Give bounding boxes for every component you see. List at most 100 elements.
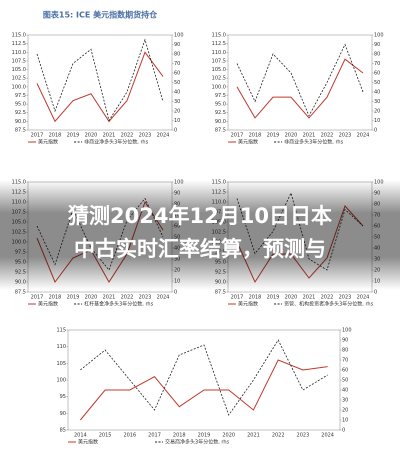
plot-frame — [27, 34, 173, 131]
x-tick-label: 2021 — [247, 433, 260, 439]
x-tick-label: 2016 — [123, 433, 136, 439]
y-tick-label: 110.0 — [12, 50, 26, 56]
y-tick-label: 112.5 — [12, 41, 26, 47]
y2-tick-label: 0 — [174, 290, 177, 296]
y2-tick-label: 80 — [342, 348, 348, 354]
x-tick-label: 2023 — [339, 295, 352, 301]
x-tick-label: 2019 — [267, 295, 280, 301]
series-line — [80, 339, 328, 416]
y2-tick-label: 90 — [374, 42, 380, 48]
x-tick-label: 2018 — [249, 295, 262, 301]
y-tick-label: 115.0 — [212, 33, 226, 39]
y-tick-label: 92.5 — [15, 110, 26, 116]
legend-label: 杠杆基金净多头3年分位数, rhs — [84, 301, 153, 308]
x-tick-label: 2022 — [121, 133, 134, 139]
x-tick-label: 2023 — [339, 133, 352, 139]
x-tick-label: 2015 — [99, 433, 112, 439]
y2-tick-label: 0 — [342, 428, 345, 434]
y2-tick-label: 100 — [342, 328, 352, 334]
x-tick-label: 2024 — [157, 133, 170, 139]
y-tick-label: 90.0 — [15, 119, 26, 125]
legend-label: 非商业净多头3年分位数, rhs — [84, 139, 148, 146]
y2-tick-label: 50 — [174, 80, 180, 86]
y2-tick-label: 20 — [342, 408, 348, 414]
y-tick-label: 102.5 — [212, 76, 226, 82]
legend-label: 美元指数 — [38, 301, 58, 308]
y-tick-label: 105 — [56, 361, 66, 367]
y2-tick-label: 40 — [174, 90, 180, 96]
y-tick-label: 95 — [60, 394, 66, 400]
x-tick-label: 2019 — [267, 133, 280, 139]
y2-tick-label: 80 — [174, 52, 180, 58]
x-tick-label: 2017 — [31, 133, 44, 139]
y2-tick-label: 60 — [174, 71, 180, 77]
y2-tick-label: 50 — [374, 80, 380, 86]
y-tick-label: 105.0 — [12, 67, 26, 73]
x-tick-label: 2018 — [249, 133, 262, 139]
y-tick-label: 87.5 — [15, 290, 26, 296]
x-tick-label: 2021 — [103, 295, 116, 301]
legend-label: 美元指数 — [238, 139, 258, 146]
x-tick-label: 2022 — [321, 295, 334, 301]
x-tick-label: 2023 — [139, 295, 152, 301]
x-tick-label: 2021 — [303, 133, 316, 139]
x-tick-label: 2019 — [198, 433, 211, 439]
y-tick-label: 95.0 — [15, 102, 26, 108]
y2-tick-label: 90 — [342, 338, 348, 344]
x-tick-label: 2020 — [285, 133, 298, 139]
y-tick-label: 87.5 — [215, 290, 226, 296]
y-tick-label: 97.5 — [215, 93, 226, 99]
y-tick-label: 115 — [56, 328, 66, 334]
y2-tick-label: 80 — [374, 52, 380, 58]
y-tick-label: 87.5 — [15, 128, 26, 134]
series-line — [36, 51, 164, 123]
y-tick-label: 107.5 — [212, 58, 226, 64]
headline-band — [0, 180, 400, 290]
y-tick-label: 85 — [60, 428, 66, 434]
y2-tick-label: 70 — [174, 61, 180, 67]
y2-tick-label: 30 — [174, 99, 180, 105]
x-tick-label: 2024 — [157, 295, 170, 301]
x-tick-label: 2023 — [297, 433, 310, 439]
x-tick-label: 2017 — [148, 433, 161, 439]
plot-frame — [227, 34, 373, 131]
legend-label: 美元指数 — [38, 139, 58, 146]
y-tick-label: 100 — [56, 378, 66, 384]
y2-tick-label: 20 — [374, 109, 380, 115]
x-tick-label: 2019 — [67, 133, 80, 139]
y2-tick-label: 60 — [374, 71, 380, 77]
y2-tick-label: 30 — [342, 398, 348, 404]
x-tick-label: 2022 — [121, 295, 134, 301]
y2-tick-label: 100 — [174, 33, 184, 39]
y-tick-label: 90 — [60, 411, 66, 417]
x-tick-label: 2018 — [49, 133, 62, 139]
legend-label: 资管、机构投资者净多头3年分位数, rhs — [284, 301, 373, 308]
y-tick-label: 110.0 — [212, 50, 226, 56]
y-tick-label: 112.5 — [212, 41, 226, 47]
x-tick-label: 2017 — [231, 133, 244, 139]
x-tick-label: 2022 — [321, 133, 334, 139]
x-tick-label: 2017 — [31, 295, 44, 301]
series-line — [236, 43, 364, 117]
x-tick-label: 2018 — [173, 433, 186, 439]
x-tick-label: 2024 — [321, 433, 334, 439]
y2-tick-label: 10 — [174, 118, 180, 124]
y2-tick-label: 100 — [374, 33, 384, 39]
y2-tick-label: 70 — [342, 358, 348, 364]
y2-tick-label: 90 — [174, 42, 180, 48]
x-tick-label: 2021 — [303, 295, 316, 301]
x-tick-label: 2018 — [49, 295, 62, 301]
x-tick-label: 2014 — [74, 433, 87, 439]
y2-tick-label: 20 — [174, 109, 180, 115]
x-tick-label: 2023 — [139, 133, 152, 139]
y2-tick-label: 0 — [174, 128, 177, 134]
y2-tick-label: 10 — [342, 418, 348, 424]
x-tick-label: 2020 — [222, 433, 235, 439]
legend-label: 美元指数 — [238, 301, 258, 308]
x-tick-label: 2022 — [272, 433, 285, 439]
y2-tick-label: 0 — [374, 128, 377, 134]
y-tick-label: 100.0 — [212, 84, 226, 90]
y2-tick-label: 10 — [374, 118, 380, 124]
series-line — [36, 38, 164, 122]
